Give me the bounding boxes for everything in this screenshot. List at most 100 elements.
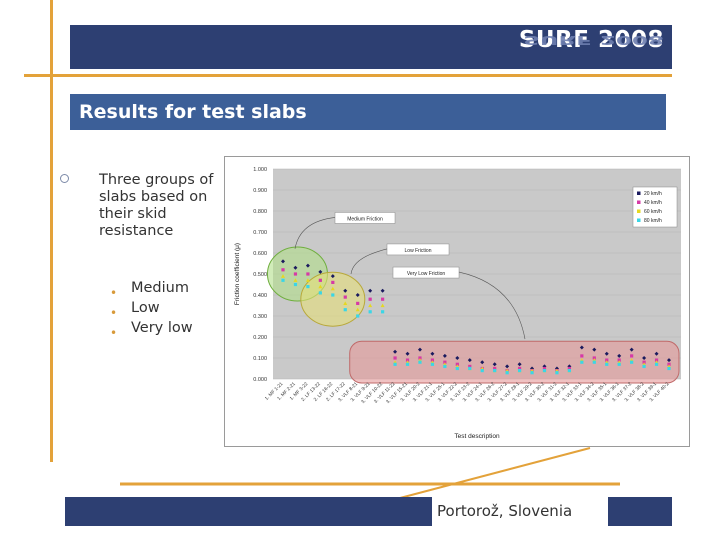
data-point-40kmh xyxy=(642,360,646,364)
data-point-40kmh xyxy=(331,280,335,284)
data-point-40kmh xyxy=(381,297,385,301)
accent-line-diagonal xyxy=(399,447,591,499)
data-point-80kmh xyxy=(318,291,322,295)
data-point-20kmh xyxy=(393,349,398,354)
data-point-20kmh xyxy=(318,269,323,274)
data-point-40kmh xyxy=(393,356,397,360)
very-low-friction-group xyxy=(349,340,680,384)
arrow-medium xyxy=(294,217,336,249)
data-point-80kmh xyxy=(605,362,609,366)
annotation-low-friction-box xyxy=(386,243,450,256)
data-point-80kmh xyxy=(555,371,559,375)
data-point-80kmh xyxy=(654,362,659,366)
data-point-60kmh xyxy=(368,303,373,308)
sub-bullet-low: Low xyxy=(131,300,160,316)
bullet-circle-icon xyxy=(60,174,69,183)
data-point-20kmh xyxy=(579,345,584,350)
data-point-40kmh xyxy=(343,295,347,299)
y-tick-label: 0.900 xyxy=(253,188,267,194)
data-point-40kmh xyxy=(293,272,298,276)
data-point-60kmh xyxy=(380,303,385,308)
data-point-80kmh xyxy=(430,362,435,366)
data-point-40kmh xyxy=(580,354,584,358)
data-point-20kmh xyxy=(355,293,360,297)
data-point-20kmh xyxy=(343,288,348,293)
y-tick-label: 0.700 xyxy=(253,230,267,236)
data-point-40kmh xyxy=(306,272,310,276)
y-tick-label: 0.000 xyxy=(253,377,267,383)
data-point-60kmh xyxy=(293,278,298,282)
accent-line-horizontal xyxy=(24,74,672,77)
legend-label: 20 km/h xyxy=(644,191,662,197)
friction-chart: 0.000 0.100 0.200 0.300 0.400 0.500 0.600 0.700… xyxy=(234,167,681,440)
legend-swatch xyxy=(637,218,641,222)
arrow-very-low xyxy=(458,271,526,340)
footer-location: Portorož, Slovenia xyxy=(437,502,573,520)
data-point-80kmh xyxy=(580,360,584,364)
sub-bullet-medium: Medium xyxy=(131,280,189,296)
annotation-very-low-friction-box xyxy=(392,266,460,279)
data-point-40kmh xyxy=(517,366,522,371)
data-point-20kmh xyxy=(455,356,460,360)
legend-swatch xyxy=(637,209,641,213)
data-point-40kmh xyxy=(567,366,571,371)
data-point-60kmh xyxy=(330,286,335,291)
data-point-80kmh xyxy=(493,369,497,373)
annotation-low-friction: Low Friction xyxy=(405,248,432,254)
data-point-80kmh xyxy=(368,310,372,314)
data-point-20kmh xyxy=(667,358,671,363)
data-point-40kmh xyxy=(493,366,497,371)
data-point-60kmh xyxy=(355,307,360,312)
y-tick-label: 0.300 xyxy=(253,314,267,320)
data-point-80kmh xyxy=(480,369,484,373)
legend-label: 40 km/h xyxy=(644,200,662,206)
data-point-40kmh xyxy=(468,364,472,368)
data-point-20kmh xyxy=(642,356,647,360)
data-point-80kmh xyxy=(567,369,571,373)
data-point-80kmh xyxy=(542,369,547,373)
data-point-20kmh xyxy=(604,351,609,356)
data-point-40kmh xyxy=(418,356,422,360)
data-point-40kmh xyxy=(542,366,547,371)
title-bar: Results for test slabs xyxy=(70,94,666,130)
data-point-80kmh xyxy=(455,366,459,371)
annotation-very-low-friction: Very Low Friction xyxy=(407,271,446,277)
data-point-80kmh xyxy=(617,362,621,366)
sub-bullet-dot-icon: • xyxy=(110,326,118,340)
data-point-40kmh xyxy=(455,362,459,366)
data-point-60kmh xyxy=(281,274,285,278)
data-point-40kmh xyxy=(667,362,671,366)
legend-label: 80 km/h xyxy=(644,218,662,224)
annotation-medium-friction: Medium Friction xyxy=(347,216,383,222)
legend-label: 60 km/h xyxy=(644,209,662,215)
data-point-80kmh xyxy=(418,360,422,364)
data-point-20kmh xyxy=(629,347,634,352)
data-point-20kmh xyxy=(617,353,622,358)
data-point-20kmh xyxy=(467,358,472,363)
header-banner: SURF 2008 SURF 2008 xyxy=(70,25,672,69)
data-point-80kmh xyxy=(281,278,285,282)
data-point-80kmh xyxy=(356,314,360,318)
data-point-80kmh xyxy=(630,360,634,364)
data-point-20kmh xyxy=(380,288,385,293)
data-point-80kmh xyxy=(642,364,646,368)
data-point-40kmh xyxy=(617,358,621,362)
y-axis-label: Friction coefficient (μ) xyxy=(234,243,241,305)
data-point-40kmh xyxy=(630,354,634,358)
data-point-20kmh xyxy=(654,351,659,356)
bullet-main-text: Three groups of slabs based on their ski… xyxy=(99,172,214,239)
data-point-20kmh xyxy=(368,288,373,293)
x-axis-label: Test description xyxy=(454,433,500,440)
data-point-80kmh xyxy=(592,360,596,364)
y-tick-label: 0.200 xyxy=(253,335,267,341)
data-point-80kmh xyxy=(517,369,522,373)
data-point-20kmh xyxy=(492,362,497,367)
data-point-40kmh xyxy=(592,356,596,360)
slide-title: Results for test slabs xyxy=(79,101,307,123)
data-point-40kmh xyxy=(281,268,285,272)
data-point-80kmh xyxy=(505,371,509,375)
sub-bullet-very-low: Very low xyxy=(131,320,193,336)
data-point-20kmh xyxy=(517,362,522,367)
data-point-80kmh xyxy=(393,362,397,366)
data-point-60kmh xyxy=(343,301,348,305)
